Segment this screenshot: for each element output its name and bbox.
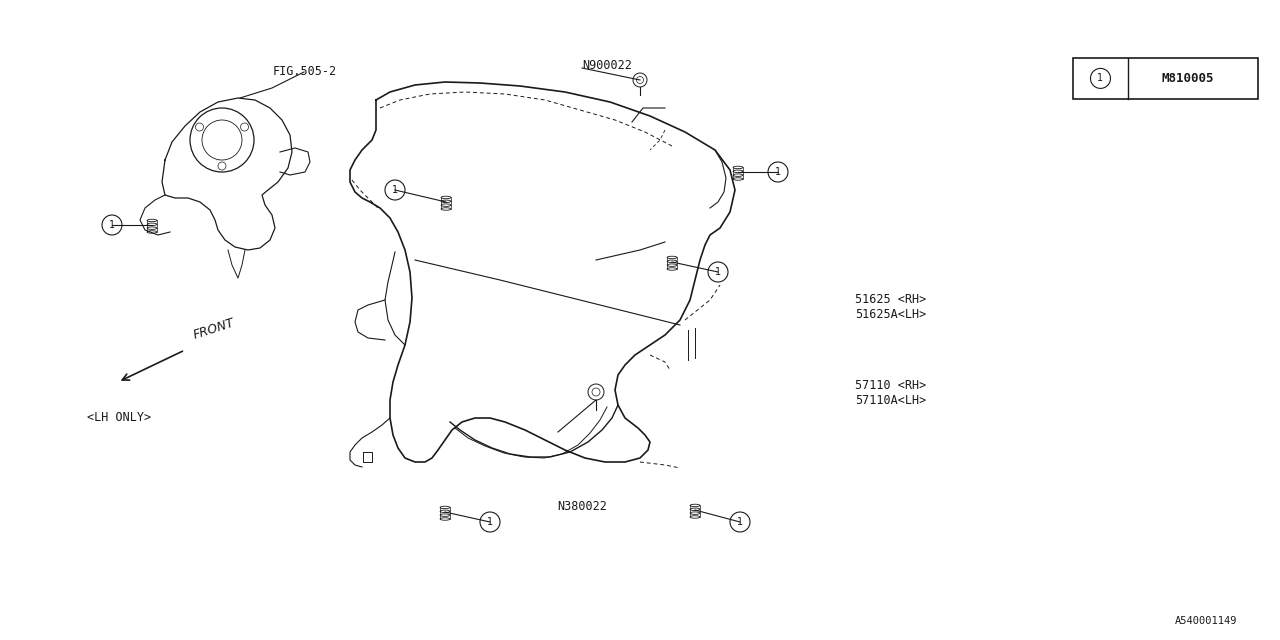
Text: FRONT: FRONT xyxy=(192,316,237,342)
Text: N900022: N900022 xyxy=(582,60,632,72)
Text: 1: 1 xyxy=(109,220,115,230)
Bar xyxy=(1073,58,1258,99)
Text: 57110A<LH>: 57110A<LH> xyxy=(855,394,927,407)
Text: M810005: M810005 xyxy=(1161,72,1213,85)
Text: 1: 1 xyxy=(737,517,744,527)
Text: N380022: N380022 xyxy=(557,500,607,513)
Text: 1: 1 xyxy=(716,267,721,277)
Text: 57110 <RH>: 57110 <RH> xyxy=(855,379,927,392)
Text: <LH ONLY>: <LH ONLY> xyxy=(87,411,151,424)
Text: 1: 1 xyxy=(1097,74,1103,83)
Text: 1: 1 xyxy=(486,517,493,527)
Text: 51625A<LH>: 51625A<LH> xyxy=(855,308,927,321)
Text: 1: 1 xyxy=(774,167,781,177)
Text: FIG.505-2: FIG.505-2 xyxy=(273,65,337,78)
Text: 51625 <RH>: 51625 <RH> xyxy=(855,293,927,306)
Text: A540001149: A540001149 xyxy=(1175,616,1236,626)
Text: 1: 1 xyxy=(392,185,398,195)
